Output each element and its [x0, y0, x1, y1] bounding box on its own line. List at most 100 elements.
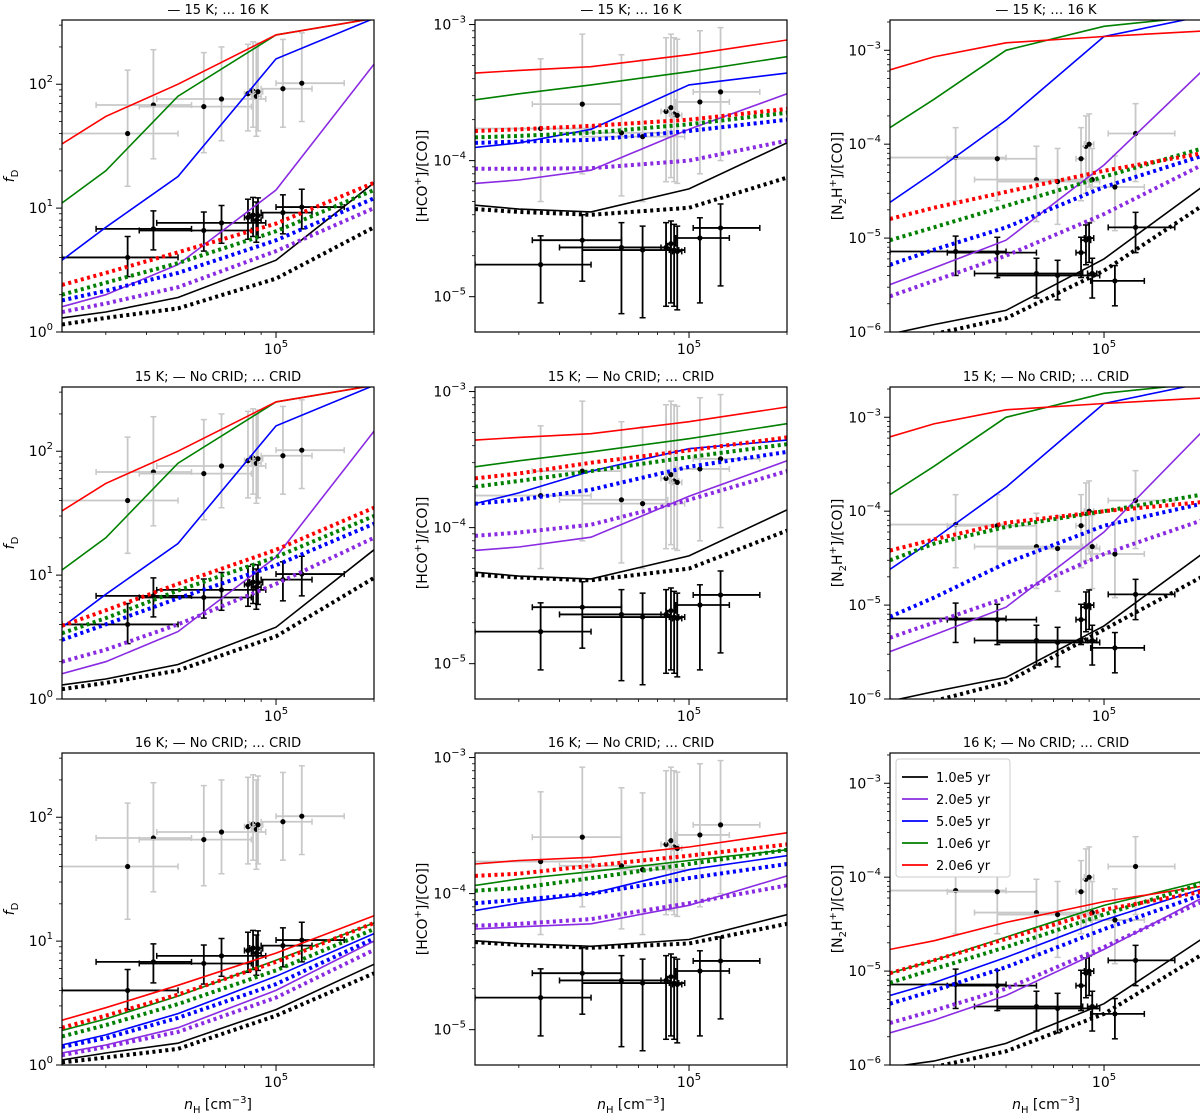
series-20e6yr-dotted [475, 106, 787, 133]
series-10e5yr-solid [475, 509, 787, 580]
y-tick-label: 100 [29, 1055, 53, 1074]
obs-dark-marker [1086, 968, 1092, 974]
obs-dark-marker [1078, 617, 1084, 623]
obs-gray-marker [1132, 130, 1139, 137]
plot-area [890, 835, 1200, 1065]
series-50e5yr-dotted [62, 936, 374, 1049]
y-axis-label: [N2H+]/[CO]] [828, 499, 849, 588]
series-10e5yr-dotted [934, 953, 1200, 1065]
obs-gray-points [475, 393, 761, 570]
obs-gray-marker [1078, 889, 1084, 895]
obs-gray-marker [697, 832, 703, 838]
series-20e5yr-solid [62, 63, 374, 308]
y-tick-label: 10−3 [433, 748, 466, 767]
plot-area [890, 387, 1200, 699]
obs-dark-marker [618, 977, 625, 984]
series-10e6yr-solid [62, 20, 370, 204]
y-tick-label: 102 [29, 807, 53, 826]
y-tick-label: 10−3 [848, 407, 881, 426]
obs-dark-marker [1054, 639, 1061, 646]
y-axis-label: fD [2, 536, 21, 549]
obs-dark-marker [639, 614, 646, 620]
obs-dark-marker [697, 968, 703, 974]
obs-dark-marker [1054, 1005, 1061, 1012]
y-tick-label: 10−4 [433, 518, 466, 537]
obs-gray-marker [668, 105, 674, 111]
obs-gray-marker [218, 96, 225, 102]
series-10e5yr-solid [895, 187, 1200, 332]
obs-dark-marker [663, 977, 669, 984]
series-50e5yr-solid [62, 387, 373, 628]
series-10e5yr-dotted [475, 175, 787, 217]
axes-frame [61, 386, 375, 700]
series-50e5yr-solid [890, 888, 1200, 997]
obs-dark-marker [579, 237, 585, 243]
obs-dark-marker [668, 241, 674, 247]
series-50e5yr-solid [475, 854, 787, 912]
series-50e5yr-solid [890, 20, 1189, 204]
obs-dark-marker [1089, 637, 1095, 644]
axes-frame [474, 386, 788, 700]
panel-r1-c1: 105 10−5 10−4 10−3 15 K; — No CRID; … CRID [H… [413, 370, 788, 725]
obs-dark-marker [1112, 1011, 1118, 1017]
series-10e5yr-dotted [62, 576, 374, 692]
obs-gray-marker [1086, 141, 1092, 147]
series-10e6yr-solid [475, 849, 787, 887]
obs-gray-marker [1078, 156, 1084, 162]
obs-dark-points [890, 211, 1176, 307]
series-20e6yr-solid [475, 406, 787, 441]
obs-dark-marker [538, 629, 544, 635]
y-tick-label: 10−5 [848, 961, 881, 980]
obs-gray-marker [255, 822, 261, 828]
obs-dark-marker [579, 970, 585, 976]
x-axis-label: nH [cm−3] [597, 1095, 665, 1113]
obs-gray-marker [668, 838, 674, 844]
panel-title: 16 K; — No CRID; … CRID [548, 736, 714, 751]
series-50e5yr-dotted [62, 196, 374, 303]
obs-gray-marker [994, 889, 1000, 895]
series-20e6yr-solid [475, 39, 787, 74]
legend: 1.0e5 yr 2.0e5 yr 5.0e5 yr 1.0e6 yr 2.0e6 yr [895, 758, 1011, 878]
obs-dark-marker [538, 262, 544, 268]
series-10e6yr-solid [475, 55, 787, 101]
series-10e6yr-solid [62, 387, 370, 571]
obs-dark-marker [1112, 278, 1118, 284]
axes-frame [889, 752, 1200, 1066]
series-10e6yr-dotted [475, 442, 787, 489]
obs-dark-marker [218, 953, 225, 959]
obs-gray-marker [299, 80, 305, 86]
y-axis-label: [HCO+]/[CO]] [413, 497, 431, 590]
obs-dark-marker [201, 960, 207, 967]
axes-frame [889, 386, 1200, 700]
panel-title: 16 K; — No CRID; … CRID [135, 736, 301, 751]
obs-gray-marker [674, 479, 680, 485]
obs-gray-marker [579, 101, 585, 107]
obs-dark-marker [663, 611, 669, 618]
y-tick-label: 10−4 [848, 867, 881, 886]
series-20e6yr-solid [890, 397, 1200, 438]
obs-gray-marker [201, 103, 207, 110]
series-10e6yr-solid [890, 387, 1174, 496]
plot-area [62, 765, 374, 1065]
panel-title: — 15 K; … 16 K [167, 3, 269, 18]
obs-dark-marker [1086, 235, 1092, 241]
obs-dark-points [890, 578, 1176, 674]
series-50e5yr-dotted [62, 521, 374, 642]
obs-gray-marker [1078, 523, 1084, 529]
series-20e5yr-solid [890, 432, 1200, 653]
y-tick-label: 100 [29, 322, 53, 341]
series-50e5yr-dotted [890, 502, 1200, 619]
panel-r0-c0: 105 100 101 102 — 15 K; … 16 K fD [2, 3, 375, 358]
obs-gray-marker [697, 466, 703, 472]
series-10e5yr-dotted [475, 528, 787, 583]
obs-dark-marker [1086, 602, 1092, 608]
obs-dark-marker [255, 213, 261, 219]
obs-gray-marker [201, 470, 207, 477]
obs-dark-marker [255, 580, 261, 586]
obs-gray-marker [1132, 863, 1139, 870]
obs-gray-marker [280, 819, 286, 825]
series-20e5yr-solid [475, 460, 787, 552]
axes-frame [474, 752, 788, 1066]
series-10e6yr-solid [62, 922, 374, 1032]
series-10e6yr-dotted [475, 110, 787, 140]
